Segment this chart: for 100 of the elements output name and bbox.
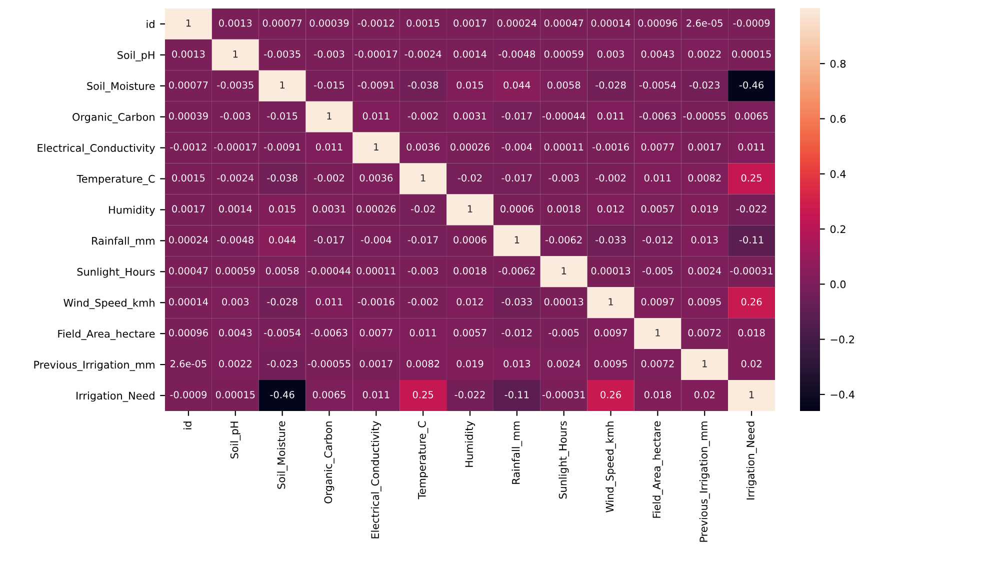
data-label: 0.0043 [219,329,252,336]
data-label: -0.0012 [358,19,394,27]
data-label: 0.015 [269,205,296,213]
data-label: 0.26 [600,390,621,398]
data-label: 0.00024 [169,236,208,244]
data-label: 0.0036 [406,143,440,151]
data-label: -0.0063 [310,329,348,336]
y-tick-label: Soil_Moisture [87,82,155,92]
data-label: 2.6e-05 [170,360,206,368]
data-label: 0.003 [597,50,624,58]
data-label: 0.0058 [266,267,299,274]
data-label: 0.011 [362,390,390,398]
data-label: 0.00047 [544,19,584,27]
data-label: -0.0035 [217,81,254,89]
data-label: -0.0091 [264,143,300,151]
data-label: -0.0009 [170,390,207,398]
y-tick-label: Previous_Irrigation_mm [34,360,154,371]
x-tick-label: Rainfall_mm [512,422,522,484]
data-label: 0.0017 [454,19,486,27]
data-label: -0.00031 [730,267,772,274]
x-tick-label: Temperature_C [418,421,428,500]
data-label: 0.0077 [641,143,674,151]
y-tick-label: Electrical_Conductivity [38,144,155,154]
data-label: 0.0018 [547,205,580,213]
data-label: -0.0048 [217,236,254,244]
data-label: 0.00096 [169,329,208,336]
data-label: 0.00059 [216,267,255,274]
y-tick-label: Field_Area_hectare [58,330,155,340]
data-label: -0.015 [314,81,344,89]
data-label: 0.0095 [688,298,721,306]
data-label: -0.00044 [308,267,351,274]
data-label: 0.00014 [169,298,208,306]
data-label: 0.0024 [688,267,722,274]
y-tick-label: Wind_Speed_kmh [64,298,154,310]
data-label: 0.0057 [641,205,674,213]
data-label: 1 [186,20,191,27]
data-label: -0.46 [739,81,764,89]
data-label: 0.0006 [454,236,486,244]
data-label: 1 [421,174,426,182]
data-label: 1 [562,267,566,274]
data-label: 0.0097 [594,329,627,336]
data-label: 0.019 [691,205,718,213]
data-label: 0.0072 [641,360,674,368]
data-label: -0.033 [596,236,626,244]
data-label: 0.015 [456,81,484,89]
data-label: -0.02 [458,174,482,182]
data-label: 0.00039 [169,112,208,120]
data-label: 0.011 [316,143,342,151]
data-label: -0.028 [267,298,298,306]
data-label: 0.019 [456,360,484,368]
data-label: 0.00096 [638,19,678,27]
y-tick-label: Temperature_C [76,174,155,186]
data-label: -0.012 [502,329,532,336]
data-label: 1 [514,236,520,244]
data-label: -0.02 [410,205,435,213]
data-label: -0.017 [314,236,344,244]
data-label: -0.002 [408,298,438,306]
data-label: 1 [656,329,660,336]
data-label: 0.018 [738,329,765,336]
data-label: 0.00059 [544,50,584,58]
data-label: 0.011 [362,112,390,120]
data-label: 0.0082 [406,360,440,368]
data-label: -0.004 [502,143,532,151]
data-label: -0.038 [267,174,298,182]
data-label: 0.0014 [454,50,486,58]
y-tick-label: Humidity [109,206,155,216]
data-label: 0.02 [694,390,714,398]
data-label: -0.022 [736,205,766,213]
y-tick-label: Sunlight_Hours [77,268,155,278]
data-label: 0.00077 [169,81,208,89]
data-label: -0.0009 [733,19,770,27]
data-label: -0.0054 [639,81,676,89]
data-label: 0.013 [504,360,530,368]
data-label: 0.00013 [591,267,630,274]
data-label: -0.003 [548,174,579,182]
data-label: -0.00017 [354,50,398,58]
x-tick-label: Irrigation_Need [746,422,757,500]
data-label: 0.0057 [454,329,486,336]
data-label: 0.02 [741,360,762,368]
data-label: 1 [280,81,285,89]
data-label: -0.00044 [542,112,586,120]
x-tick-label: Humidity [464,421,476,467]
x-tick-label: Wind_Speed_kmh [606,422,616,512]
data-label: 0.00014 [591,19,630,27]
data-label: -0.0062 [546,236,582,244]
data-label: 0.00026 [450,143,490,151]
color-bar-label: 0.0 [830,280,846,288]
data-label: -0.0012 [170,143,206,151]
data-label: 0.0022 [219,360,252,368]
data-label: 0.0043 [641,50,674,58]
data-label: -0.002 [596,174,626,182]
data-label: -0.005 [548,329,579,336]
y-tick-label: id [146,20,154,28]
x-tick-label: Electrical_Conductivity [370,421,382,538]
data-label: 0.013 [691,236,718,244]
data-label: -0.0016 [358,298,394,306]
x-tick-label: id [183,422,192,430]
data-label: -0.0016 [592,143,629,151]
color-bar-label: 0.2 [830,225,846,234]
data-label: 0.0031 [312,205,346,213]
